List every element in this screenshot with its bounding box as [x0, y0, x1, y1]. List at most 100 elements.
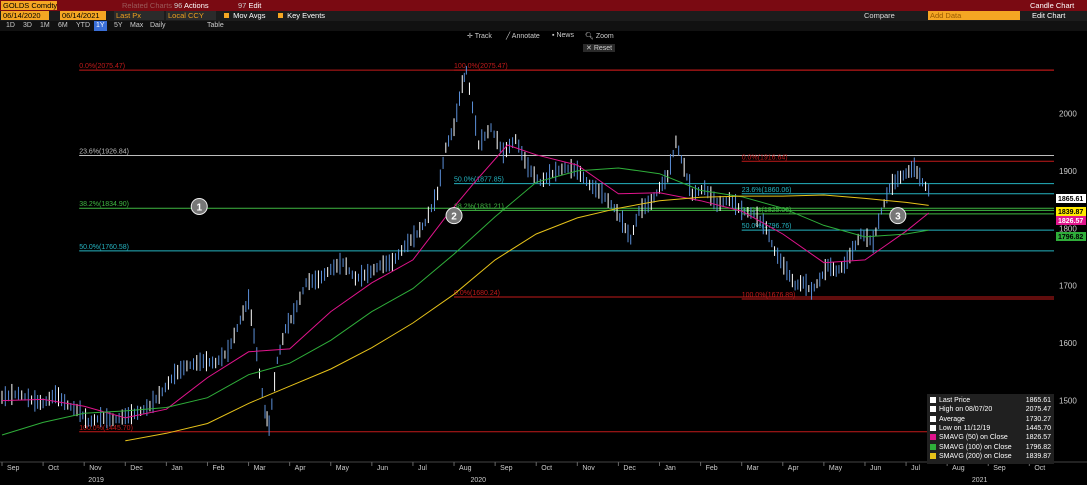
track-label: Track — [474, 33, 492, 40]
fib-label: 23.6%(1860.06) — [742, 187, 792, 194]
legend-label: Low on 11/12/19 — [939, 424, 991, 432]
sma-line — [125, 194, 929, 442]
x-tick-label: Jun — [377, 465, 388, 472]
period-max[interactable]: Max — [130, 22, 144, 29]
x-tick-label: May — [829, 465, 843, 472]
currency-select[interactable]: Local CCY — [166, 11, 216, 20]
title-bar — [0, 0, 1087, 11]
x-tick-label: Dec — [623, 465, 636, 472]
price-tag-label: 1796.82 — [1058, 234, 1083, 241]
zoom-button[interactable]: 🔍︎ Zoom — [585, 33, 614, 40]
legend-value: 1796.82 — [1025, 443, 1051, 451]
key-events-toggle[interactable]: Key Events — [276, 11, 327, 20]
legend-row: High on 08/07/20 2075.47 — [930, 406, 1051, 414]
marker-circle — [445, 207, 463, 225]
legend-value: 1865.61 — [1025, 397, 1051, 404]
legend-label: Last Price — [939, 397, 971, 404]
edit-menu[interactable]: 97 Edit — [236, 1, 263, 10]
x-tick-label: Sep — [500, 465, 513, 472]
fib-label: 0.0%(1680.24) — [454, 290, 500, 297]
related-charts-link[interactable]: Related Charts — [122, 1, 173, 10]
x-tick-label: Feb — [212, 465, 224, 472]
legend-swatch — [930, 406, 936, 413]
y-tick-label: 2000 — [1059, 109, 1077, 118]
ticker-field[interactable]: GOLDS Comdty — [1, 1, 58, 10]
zoom-label: Zoom — [595, 33, 614, 40]
news-button[interactable]: ▪ News — [552, 32, 574, 39]
track-button[interactable]: ✛ Track — [467, 33, 492, 40]
y-tick-label: 1500 — [1059, 397, 1077, 406]
actions-label: Actions — [184, 1, 209, 10]
legend-label: High on 08/07/20 — [939, 406, 993, 414]
period-1y[interactable]: 1Y — [94, 21, 107, 31]
toolbar — [0, 11, 1087, 21]
x-tick-label: Oct — [48, 465, 59, 472]
edit-chart-button[interactable]: Edit Chart — [1032, 11, 1066, 20]
fib-label: 0.0%(1916.64) — [742, 154, 788, 161]
period-6m[interactable]: 6M — [58, 22, 68, 29]
price-field-select[interactable]: Last Px — [114, 11, 164, 20]
fib-label: 100.0%(1445.70) — [79, 425, 133, 432]
x-tick-label: Aug — [952, 465, 965, 472]
period-1d[interactable]: 1D — [6, 22, 15, 29]
x-tick-label: Nov — [582, 465, 595, 472]
legend-value: 1839.87 — [1025, 452, 1051, 460]
end-date-field[interactable]: 06/14/2021 — [60, 11, 106, 20]
x-tick-label: Nov — [89, 465, 102, 472]
compare-dropdown[interactable]: Compare — [864, 11, 895, 20]
sma-line — [1, 167, 929, 436]
period-bar — [0, 21, 1087, 31]
legend-swatch — [930, 415, 936, 422]
legend-value: 1730.27 — [1025, 415, 1051, 423]
period-3d[interactable]: 3D — [23, 22, 32, 29]
period-5y[interactable]: 5Y — [114, 22, 123, 29]
legend-value: 1826.57 — [1025, 434, 1051, 442]
y-tick-label: 1900 — [1059, 167, 1077, 176]
x-year-label: 2021 — [972, 477, 988, 484]
marker-label: 1 — [196, 202, 202, 213]
actions-menu[interactable]: 96 Actions — [172, 1, 211, 10]
x-tick-label: Jan — [171, 465, 182, 472]
price-tag — [1056, 232, 1086, 241]
legend-row: SMAVG (200) on Close 1839.87 — [930, 453, 1051, 461]
add-data-input[interactable]: Add Data — [928, 11, 1020, 20]
legend: Last Price 1865.61 High on 08/07/20 2075.47… — [927, 394, 1054, 464]
fib-label: 23.6%(1926.84) — [79, 148, 129, 155]
x-tick-label: Jun — [870, 465, 881, 472]
x-tick-label: Apr — [295, 465, 307, 472]
x-tick-label: May — [336, 465, 350, 472]
mov-avgs-toggle[interactable]: Mov Avgs — [222, 11, 267, 20]
checkbox-icon — [278, 13, 283, 18]
period-ytd[interactable]: YTD — [76, 22, 90, 29]
period-1m[interactable]: 1M — [40, 22, 50, 29]
legend-row: SMAVG (50) on Close 1826.57 — [930, 434, 1051, 442]
legend-value: 2075.47 — [1025, 406, 1051, 414]
reset-label: Reset — [593, 45, 613, 52]
legend-label: Average — [939, 415, 965, 423]
y-tick-label: 1600 — [1059, 339, 1077, 348]
x-tick-label: Jul — [418, 465, 427, 472]
fib-label: 38.2%(1831.21) — [454, 203, 504, 210]
start-date-field[interactable]: 06/14/2020 — [1, 11, 49, 20]
period-daily[interactable]: Daily — [150, 22, 166, 29]
x-tick-label: Jan — [665, 465, 676, 472]
x-tick-label: Mar — [254, 465, 267, 472]
x-tick-label: Jul — [911, 465, 920, 472]
marker-circle — [889, 207, 907, 225]
mov-avgs-label: Mov Avgs — [233, 11, 266, 20]
price-tag — [1056, 216, 1086, 225]
fib-label: 50.0%(1760.58) — [79, 244, 129, 251]
annotate-button[interactable]: ╱ Annotate — [506, 33, 540, 40]
marker-circle — [190, 197, 208, 215]
reset-button[interactable]: ✕ Reset — [583, 44, 616, 52]
actions-number: 96 — [174, 1, 183, 10]
legend-swatch — [930, 452, 936, 459]
marker-label: 2 — [451, 212, 457, 223]
legend-label: SMAVG (100) on Close — [939, 443, 1012, 451]
fib-label: 100.0%(1676.89) — [742, 292, 796, 299]
checkbox-icon — [224, 13, 229, 18]
price-tag-label: 1839.87 — [1058, 209, 1083, 216]
period-table[interactable]: Table — [207, 22, 224, 29]
price-tag-label: 1826.57 — [1058, 218, 1083, 225]
